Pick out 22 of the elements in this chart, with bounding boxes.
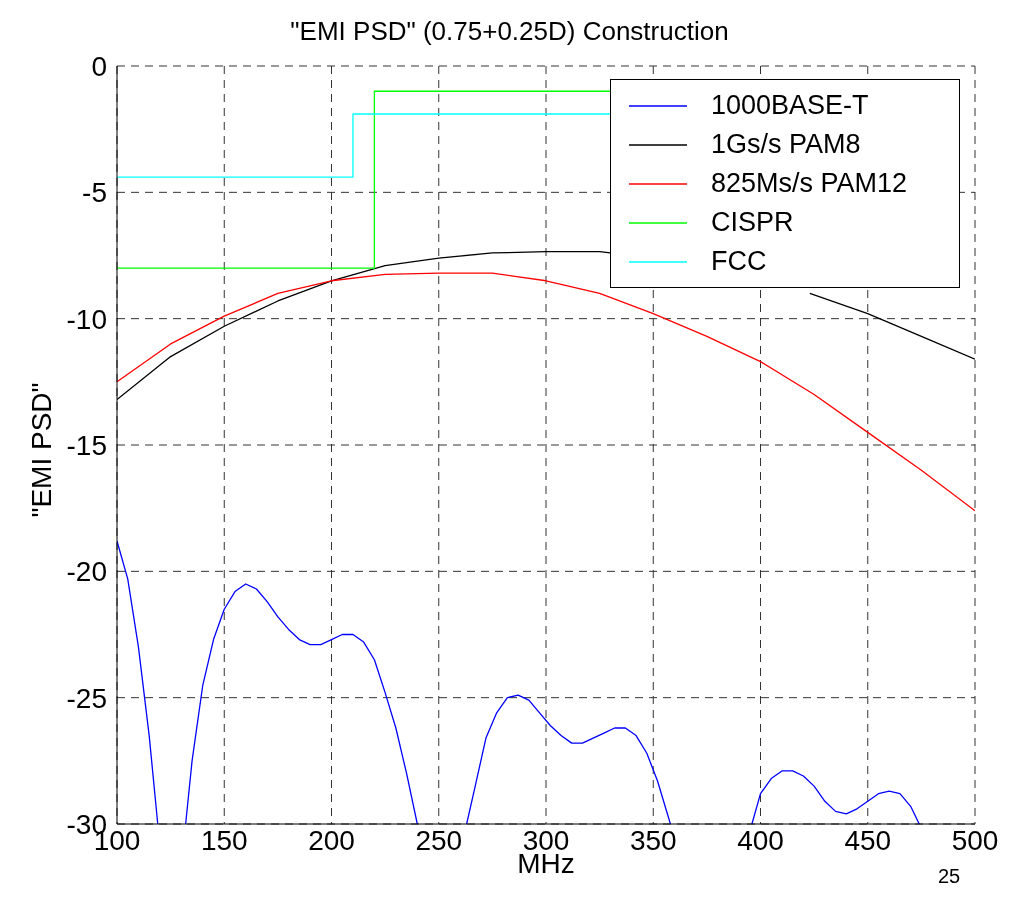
legend-label: FCC	[711, 245, 767, 278]
chart-title: "EMI PSD" (0.75+0.25D) Construction	[289, 16, 730, 47]
x-tick-label: 450	[844, 824, 892, 856]
legend-label: 825Ms/s PAM12	[711, 167, 908, 200]
y-tick-label: -25	[66, 682, 107, 714]
line-series	[117, 272, 975, 512]
x-tick-label: 350	[629, 824, 677, 856]
x-tick-label: 150	[200, 824, 248, 856]
legend-label: CISPR	[711, 206, 794, 239]
x-tick-label: 500	[951, 824, 999, 856]
legend-label: 1000BASE-T	[711, 89, 869, 122]
y-tick-label: -20	[66, 556, 107, 588]
legend-label: 1Gs/s PAM8	[711, 128, 861, 161]
y-axis-title: "EMI PSD"	[26, 382, 58, 518]
y-tick-label: 0	[91, 50, 107, 82]
x-tick-label: 200	[308, 824, 355, 856]
y-tick-label: -15	[66, 429, 107, 461]
text: 25	[938, 865, 961, 888]
y-tick-label: -10	[66, 303, 107, 335]
x-tick-label: 400	[737, 824, 784, 856]
y-tick-label: -5	[82, 177, 107, 209]
x-tick-label: 250	[415, 824, 463, 856]
